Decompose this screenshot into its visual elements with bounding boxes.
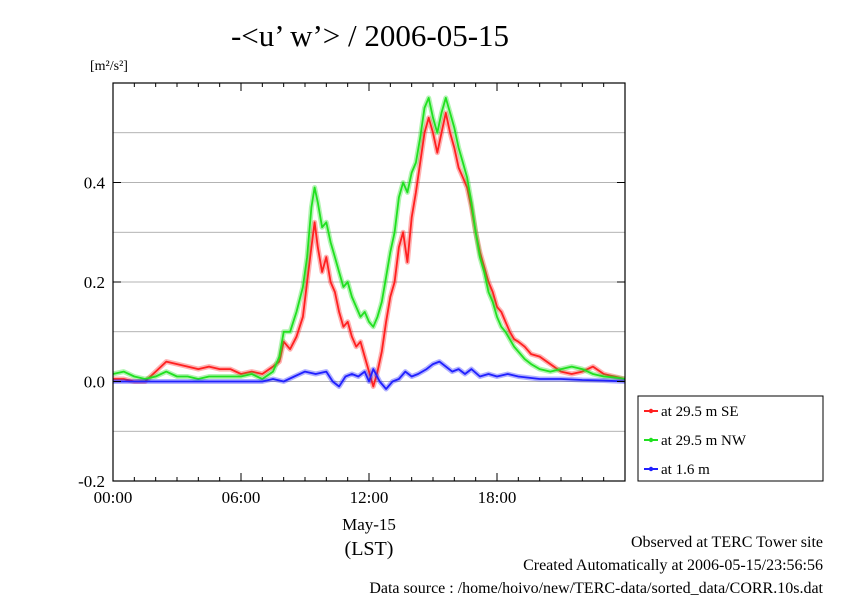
y-tick-label: 0.0 — [84, 373, 105, 392]
y-tick-label: -0.2 — [78, 472, 105, 491]
series-3-line — [113, 360, 626, 390]
axis-ticks: 00:00 06:00 12:00 18:00 -0.2 0.0 0.2 0.4 — [78, 83, 625, 507]
series-2-line — [112, 97, 626, 380]
legend-label: at 1.6 m — [661, 462, 710, 478]
chart-title: -<u’ w’> / 2006-05-15 — [231, 18, 509, 53]
x-axis-label: (LST) — [345, 538, 394, 560]
y-tick-label: 0.2 — [84, 273, 105, 292]
legend-marker — [648, 437, 654, 443]
series-1-halo — [113, 110, 626, 389]
footer-site: Observed at TERC Tower site — [630, 534, 823, 551]
footer-source: Data source : /home/hoivo/new/TERC-data/… — [369, 580, 823, 597]
x-tick-label: 06:00 — [222, 488, 261, 507]
series-layer — [112, 95, 626, 392]
grid — [113, 132, 625, 432]
y-axis-unit: [m²/s²] — [90, 59, 128, 74]
legend-marker — [648, 466, 654, 472]
legend: at 29.5 m SE at 29.5 m NW at 1.6 m — [637, 395, 824, 482]
x-axis-date-label: May-15 — [342, 515, 396, 534]
legend-box — [637, 395, 824, 482]
legend-label: at 29.5 m SE — [661, 404, 739, 420]
legend-marker — [648, 408, 654, 414]
x-tick-label: 12:00 — [350, 488, 389, 507]
legend-label: at 29.5 m NW — [661, 433, 747, 449]
y-tick-label: 0.4 — [84, 174, 106, 193]
footer-created: Created Automatically at 2006-05-15/23:5… — [523, 557, 823, 574]
x-tick-label: 18:00 — [478, 488, 517, 507]
series-2-halo — [112, 95, 626, 382]
x-tick-label: 00:00 — [94, 488, 133, 507]
series-1-line — [113, 112, 626, 388]
